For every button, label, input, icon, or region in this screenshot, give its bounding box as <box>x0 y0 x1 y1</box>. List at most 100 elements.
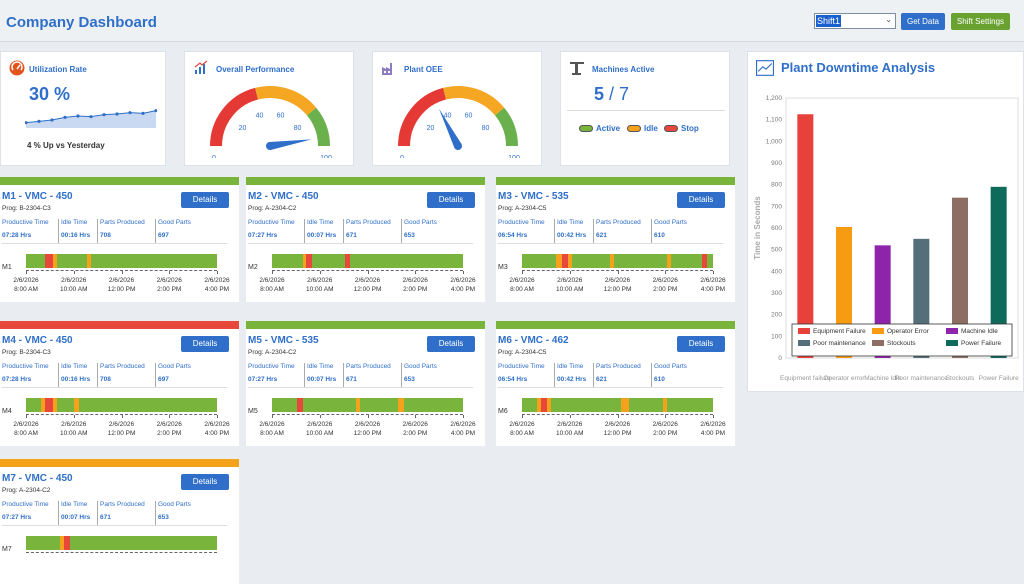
plot-area <box>785 97 1019 359</box>
gauge-tick-label: 20 <box>239 125 247 132</box>
machine-title: M6 - VMC - 462 <box>498 335 569 346</box>
divider <box>2 525 227 526</box>
machine-program: Prog: A-2304-C5 <box>498 205 547 212</box>
stat-good: Good Parts 697 <box>155 363 191 387</box>
stat-parts: Parts Produced 708 <box>97 363 145 387</box>
timeline-axis <box>522 414 713 415</box>
gauge-band-mid <box>443 86 505 116</box>
timeline-tick <box>522 271 523 274</box>
timeline-segment <box>556 254 563 268</box>
gauge-needle <box>269 139 312 150</box>
sparkline-point <box>25 121 28 125</box>
machine-card: M5 - VMC - 535 Prog: A-2304-C2 Details P… <box>246 321 485 446</box>
machine-icon <box>570 62 584 75</box>
y-tick-label: 100 <box>771 333 782 340</box>
timeline-label: M7 <box>2 546 12 553</box>
timeline-tick-label: 2/6/2026 2:00 PM <box>156 277 182 293</box>
gauge-tick-label: 60 <box>465 113 473 120</box>
divider <box>498 243 723 244</box>
status-timeline <box>272 398 463 412</box>
machine-program: Prog: A-2304-C5 <box>498 349 547 356</box>
timeline-tick <box>367 271 369 274</box>
timeline-tick <box>169 415 171 418</box>
timeline-tick <box>121 271 123 274</box>
details-button[interactable]: Details <box>677 336 725 352</box>
active-count: 5 <box>594 84 605 104</box>
details-button[interactable]: Details <box>181 192 229 208</box>
details-button[interactable]: Details <box>677 192 725 208</box>
chart-up-icon <box>194 60 208 74</box>
timeline-segment <box>663 398 668 412</box>
shift-settings-button[interactable]: Shift Settings <box>951 13 1010 30</box>
get-data-button[interactable]: Get Data <box>901 13 945 30</box>
timeline-tick <box>713 415 714 418</box>
gauge-tick-label: 40 <box>256 113 264 120</box>
timeline-tick <box>169 271 171 274</box>
timeline-segment <box>45 398 53 412</box>
shift-select-value: Shift1 <box>816 15 842 27</box>
timeline-tick-label: 2/6/2026 10:00 AM <box>556 277 584 293</box>
stat-idle: Idle Time 00:07 Hrs <box>304 363 336 387</box>
timeline-tick-label: 2/6/2026 4:00 PM <box>450 421 476 437</box>
machines-active-count: 5 / 7 <box>594 84 630 104</box>
line-chart-icon <box>756 60 774 76</box>
details-button[interactable]: Details <box>181 336 229 352</box>
timeline-tick <box>665 271 667 274</box>
details-button[interactable]: Details <box>427 336 475 352</box>
details-button[interactable]: Details <box>427 192 475 208</box>
shift-select[interactable]: Shift1 ⌄ <box>814 13 896 29</box>
stat-good: Good Parts 653 <box>155 501 191 525</box>
timeline-tick-label: 2/6/2026 12:00 PM <box>353 421 382 437</box>
sparkline-point <box>37 119 41 123</box>
machines-active-label: Machines Active <box>592 65 655 74</box>
divider <box>2 387 227 388</box>
timeline-tick-label: 2/6/2026 2:00 PM <box>402 421 428 437</box>
timeline-tick <box>272 415 273 418</box>
timeline-tick-label: 2/6/2026 2:00 PM <box>156 421 182 437</box>
details-button[interactable]: Details <box>181 474 229 490</box>
gauge-tick-label: 40 <box>444 113 452 120</box>
timeline-tick <box>319 415 321 418</box>
machine-card: M2 - VMC - 450 Prog: A-2304-C2 Details P… <box>246 177 485 302</box>
timeline-segment <box>52 254 57 268</box>
timeline-tick-label: 2/6/2026 10:00 AM <box>60 421 88 437</box>
status-timeline <box>26 536 217 550</box>
stat-productive: Productive Time 06:54 Hrs <box>498 363 545 383</box>
timeline-tick <box>121 415 123 418</box>
timeline-tick <box>217 271 218 274</box>
chevron-down-icon: ⌄ <box>885 15 892 24</box>
gauge-tick-label: 80 <box>482 125 490 132</box>
timeline-tick <box>415 415 417 418</box>
timeline-axis <box>26 552 217 553</box>
machine-card: M3 - VMC - 535 Prog: A-2304-C5 Details P… <box>496 177 735 302</box>
performance-gauge: 0 20 40 60 80 100 <box>210 86 332 158</box>
timeline-tick-label: 2/6/2026 10:00 AM <box>306 277 334 293</box>
status-timeline <box>522 398 713 412</box>
stat-parts: Parts Produced 621 <box>593 219 641 243</box>
sparkline-point <box>76 114 80 118</box>
machine-card: M7 - VMC - 450 Prog: A-2304-C2 Details P… <box>0 459 239 584</box>
timeline-tick <box>73 415 75 418</box>
y-tick-label: 1,000 <box>766 138 783 145</box>
bar-stockouts <box>952 197 968 358</box>
timeline-segment <box>537 398 542 412</box>
machine-program: Prog: A-2304-C2 <box>248 205 297 212</box>
stat-productive: Productive Time 07:27 Hrs <box>248 363 295 383</box>
divider <box>567 110 725 111</box>
stat-parts: Parts Produced 621 <box>593 363 641 387</box>
legend-stop: Stop <box>664 124 699 133</box>
utilization-trend: 4 % Up vs Yesterday <box>27 141 105 150</box>
status-strip <box>0 321 239 329</box>
timeline-label: M5 <box>248 408 258 415</box>
stat-productive: Productive Time 07:27 Hrs <box>248 219 295 239</box>
stat-idle: Idle Time 00:07 Hrs <box>304 219 336 243</box>
legend-swatch <box>946 328 958 334</box>
status-strip <box>496 177 735 185</box>
legend-entry: Power Failure <box>961 340 1001 347</box>
legend-swatch <box>946 340 958 346</box>
timeline-segment <box>41 398 46 412</box>
timeline-tick-label: 2/6/2026 8:00 AM <box>259 421 285 437</box>
gauge-tick-label: 60 <box>277 113 285 120</box>
machine-title: M3 - VMC - 535 <box>498 191 569 202</box>
timeline-segment <box>701 254 708 268</box>
